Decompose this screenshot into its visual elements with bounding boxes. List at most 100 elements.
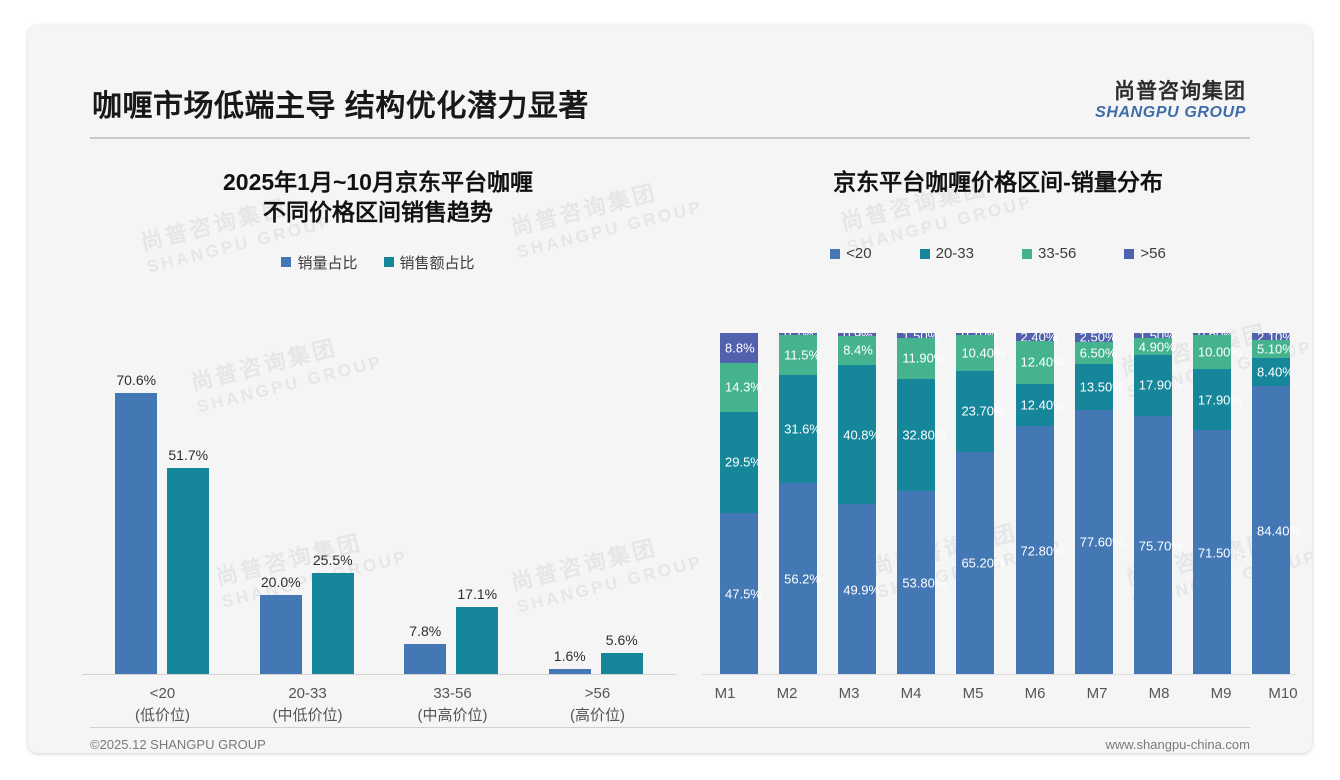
bar-value-label: 17.1%: [457, 585, 498, 602]
segment-value-label: 23.70%: [961, 403, 1006, 419]
legend-item-gt56[interactable]: >56: [1124, 245, 1166, 262]
stack-segment[interactable]: 8.40%: [1251, 357, 1294, 387]
segment-value-label: 17.90%: [1197, 392, 1242, 408]
stack-segment[interactable]: 4.90%: [1133, 338, 1176, 355]
stack-segment[interactable]: 32.80%: [897, 378, 946, 491]
stack-segment[interactable]: 2.40%: [1015, 330, 1057, 345]
stack-segment[interactable]: 53.80%: [897, 490, 946, 675]
footer-website[interactable]: www.shangpu-china.com: [1105, 737, 1250, 752]
stack-segment[interactable]: 71.50%: [1192, 430, 1242, 675]
left-chart-legend: 销量占比 销售额占比: [68, 252, 688, 273]
stack-segment[interactable]: 8.4%: [838, 336, 877, 365]
segment-value-label: 72.80%: [1020, 543, 1065, 558]
stack-segment[interactable]: 56.2%: [779, 482, 821, 675]
stack-segment[interactable]: 29.5%: [720, 411, 762, 513]
right-chart-panel: 京东平台咖喱价格区间-销量分布 <20 20-33 33-56 >56 8.8%…: [688, 145, 1308, 725]
bar-column[interactable]: 70.6%: [115, 372, 158, 675]
legend-swatch-icon: [830, 248, 841, 259]
bar-column[interactable]: 51.7%: [167, 375, 210, 675]
x-axis-label: M7: [1086, 685, 1108, 702]
stacked-bar[interactable]: 8.8% 14.3% 29.5% 47.5%: [720, 333, 762, 675]
bar-column[interactable]: 20.0%: [259, 375, 302, 675]
stacked-bar[interactable]: 0.9% 8.4% 40.8% 49.9%: [838, 327, 880, 675]
stack-segment[interactable]: 75.70%: [1133, 416, 1183, 675]
stack-segment[interactable]: 65.20%: [956, 452, 1006, 675]
segment-value-label: 10.40%: [961, 345, 1006, 361]
right-chart-title: 京东平台咖喱价格区间-销量分布: [833, 169, 1163, 195]
segment-value-label: 2.50%: [1079, 329, 1117, 345]
x-axis-label: M5: [962, 685, 984, 702]
stack-segment[interactable]: 13.50%: [1074, 363, 1124, 410]
legend-item-33-56[interactable]: 33-56: [1022, 245, 1076, 262]
stacked-bar[interactable]: 0.60% 10.00% 17.90% 71.50%: [1192, 327, 1242, 675]
stack-segment[interactable]: 12.40%: [1015, 383, 1065, 427]
stack-segment[interactable]: 31.6%: [779, 374, 821, 483]
stack-segment[interactable]: 11.5%: [779, 335, 820, 375]
brand-logo: 尚普咨询集团 SHANGPU GROUP: [1095, 81, 1246, 121]
stack-segment[interactable]: 77.60%: [1074, 409, 1124, 675]
stacked-bar[interactable]: 1.50% 4.90% 17.90% 75.70%: [1133, 328, 1183, 675]
stack-segment[interactable]: 10.00%: [1192, 335, 1242, 370]
segment-value-label: 77.60%: [1079, 534, 1124, 550]
stack-segment[interactable]: 72.80%: [1015, 426, 1065, 675]
segment-value-label: 53.80%: [902, 575, 947, 591]
stack-segment[interactable]: 17.90%: [1133, 354, 1183, 417]
x-axis-label: <20 (低价位): [103, 683, 223, 727]
stack-segment[interactable]: 23.70%: [956, 370, 1006, 452]
stack-segment[interactable]: 2.10%: [1251, 329, 1294, 344]
bar-column[interactable]: 25.5%: [311, 375, 354, 675]
bar-column[interactable]: 1.6%: [548, 375, 591, 675]
stack-segment[interactable]: 5.10%: [1251, 340, 1294, 358]
bar-column[interactable]: 5.6%: [600, 375, 643, 675]
x-axis-label-range: 33-56: [433, 685, 472, 702]
stacked-bar[interactable]: 1.50% 11.90% 32.80% 53.80%: [897, 328, 946, 675]
stack-segment[interactable]: 12.40%: [1015, 341, 1065, 384]
bar[interactable]: 5.6%: [600, 632, 643, 675]
segment-value-label: 31.6%: [784, 421, 821, 437]
bar-column[interactable]: 7.8%: [404, 375, 447, 675]
stacked-bar[interactable]: 0.7% 11.5% 31.6% 56.2%: [779, 327, 821, 675]
x-axis-label: M2: [776, 685, 798, 702]
stacked-bar[interactable]: 2.10% 5.10% 8.40% 84.40%: [1251, 329, 1301, 675]
legend-item-20-33[interactable]: 20-33: [919, 245, 974, 262]
bar[interactable]: 25.5%: [311, 552, 354, 675]
segment-value-label: 17.90%: [1138, 377, 1183, 393]
bar[interactable]: 17.1%: [456, 586, 499, 675]
stack-segment[interactable]: 2.50%: [1074, 330, 1117, 345]
stack-segment[interactable]: 6.50%: [1074, 341, 1117, 364]
legend-item-lt20[interactable]: <20: [830, 245, 872, 262]
segment-value-label: 6.50%: [1079, 345, 1117, 361]
bar[interactable]: 70.6%: [115, 372, 158, 675]
stack-segment[interactable]: 17.90%: [1192, 369, 1242, 431]
left-chart-axis: [82, 674, 676, 675]
stack-segment[interactable]: 10.40%: [956, 335, 1006, 371]
bar[interactable]: 20.0%: [259, 574, 302, 675]
segment-value-label: 75.70%: [1138, 538, 1183, 554]
bar-value-label: 25.5%: [312, 552, 353, 568]
left-chart-title-line2: 不同价格区间销售趋势: [263, 199, 493, 226]
left-chart-title: 2025年1月~10月京东平台咖喱 不同价格区间销售趋势: [68, 145, 688, 228]
bar-column[interactable]: 17.1%: [456, 375, 499, 675]
bar[interactable]: 7.8%: [404, 623, 447, 675]
left-chart-panel: 2025年1月~10月京东平台咖喱 不同价格区间销售趋势 销量占比 销售额占比 …: [68, 145, 688, 725]
stack-segment[interactable]: 49.9%: [838, 504, 880, 675]
legend-item-sales-volume[interactable]: 销量占比: [281, 252, 358, 273]
bar[interactable]: 1.6%: [548, 648, 591, 675]
bar-value-label: 5.6%: [605, 631, 638, 648]
stack-segment[interactable]: 8.8%: [720, 333, 758, 364]
stack-segment[interactable]: 47.5%: [720, 512, 762, 675]
bar[interactable]: 51.7%: [167, 447, 210, 675]
stacked-bar[interactable]: 0.70% 10.40% 23.70% 65.20%: [956, 327, 1006, 675]
x-axis-label-tier: (高价位): [570, 706, 625, 724]
stack-segment[interactable]: 40.8%: [838, 364, 880, 505]
stack-segment[interactable]: 14.3%: [720, 363, 762, 412]
stack-segment[interactable]: 84.40%: [1251, 386, 1301, 675]
stacked-bar[interactable]: 2.40% 12.40% 12.40% 72.80%: [1015, 330, 1065, 675]
x-axis-label: M1: [714, 685, 736, 702]
stacked-bar[interactable]: 2.50% 6.50% 13.50% 77.60%: [1074, 330, 1124, 675]
bar-value-label: 51.7%: [168, 447, 209, 464]
stack-segment[interactable]: 11.90%: [897, 338, 945, 379]
legend-item-sales-amount[interactable]: 销售额占比: [383, 252, 475, 273]
segment-value-label: 4.90%: [1138, 339, 1176, 354]
segment-value-label: 8.4%: [843, 342, 873, 358]
